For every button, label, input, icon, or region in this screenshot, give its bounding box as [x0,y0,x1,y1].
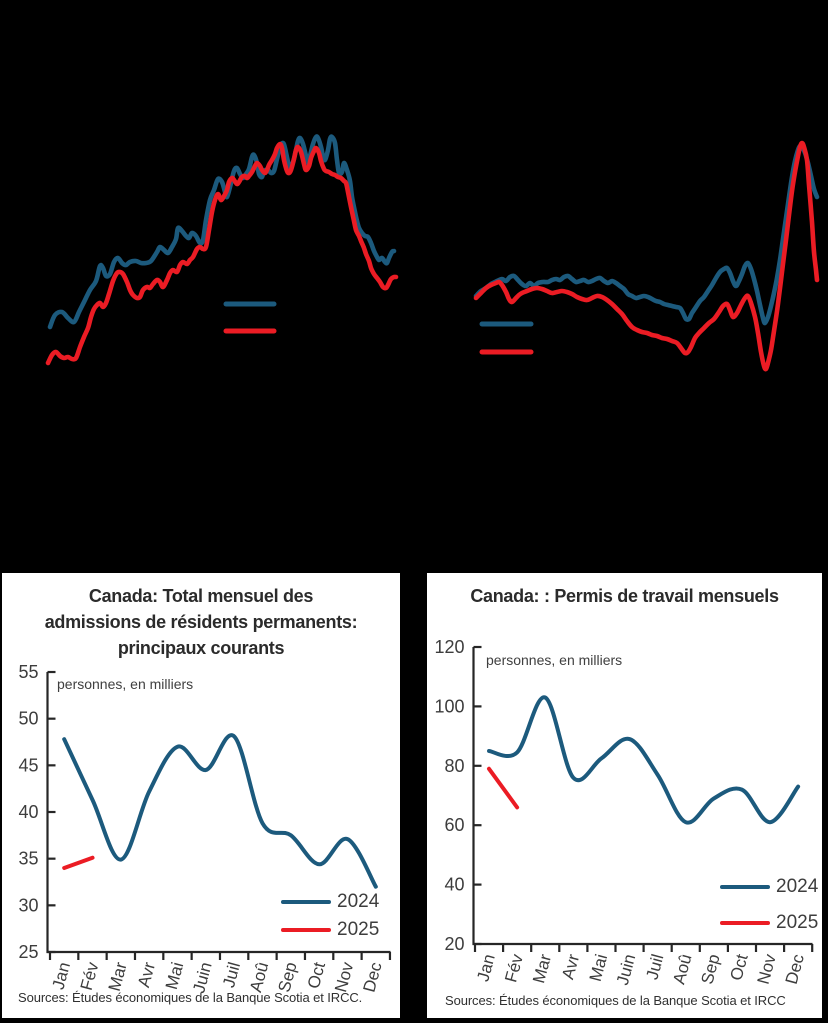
legend-swatch-2025 [720,921,770,925]
chart-title-line: Canada: Total mensuel des [88,586,314,606]
y-tick-label: 80 [444,756,464,776]
y-tick-label: 50 [18,709,38,729]
y-tick-label: 40 [444,875,464,895]
chart-title-line: admissions de résidents permanents: [44,612,358,632]
legend: 2024 2025 [720,869,818,941]
y-tick-label: 55 [18,662,38,682]
x-tick-label: Oct [304,960,329,991]
unit-label: personnes, en milliers [486,652,623,668]
x-tick-label: Jan [49,960,74,991]
x-tick-label: Sep [697,952,723,986]
legend-swatch-2025 [281,928,331,932]
x-tick-label: Juil [643,952,668,982]
y-tick-label: 60 [444,815,464,835]
top-right-chart [473,140,820,372]
source-note: Sources: Études économiques de la Banque… [445,993,786,1008]
y-tick-label: 35 [18,849,38,869]
x-tick-label: Mai [586,952,611,983]
top-left-chart [45,134,399,366]
legend-label-2024: 2024 [337,891,380,912]
legend-item-2024: 2024 [720,869,818,905]
x-tick-label: Dec [782,952,808,987]
legend-label-2024: 2024 [776,876,819,897]
legend-item-2024: 2024 [281,888,379,916]
x-tick-label: Dec [360,960,386,995]
y-tick-label: 120 [434,637,464,657]
x-tick-label: Avr [558,952,583,982]
legend-swatch-2024 [281,900,331,904]
x-tick-label: Nov [754,952,780,987]
chart-title: Canada: : Permis de travail mensuels [427,583,822,609]
series-2024-line [487,695,801,825]
y-tick-label: 20 [444,934,464,954]
x-tick-label: Avr [134,960,159,990]
y-tick-label: 40 [18,802,38,822]
series-2025-line [487,766,520,810]
legend-item-2025: 2025 [281,916,379,944]
chart-title-line: Canada: : Permis de travail mensuels [470,586,779,606]
x-tick-label: Fév [501,952,527,985]
x-tick-label: Aoû [669,952,695,986]
series-2024-line [62,733,378,889]
chart-title: Canada: Total mensuel des admissions de r… [2,583,400,661]
bottom-right-plot-canvas: 120 100 80 60 40 20 Jan Fév Mar Avr Mai Juin Juil Aoû… [434,637,814,987]
legend: 2024 2025 [281,888,379,944]
y-tick-label: 30 [18,895,38,915]
legend-item-2025: 2025 [720,905,818,941]
top-left-blue-series-line [47,134,397,330]
x-tick-label: Fév [77,960,103,993]
y-tick-label: 45 [18,755,38,775]
top-left-red-series-line [45,141,399,366]
top-charts-canvas [45,134,820,372]
series-2025-line [62,855,95,871]
x-tick-label: Mar [105,960,131,994]
y-tick-label: 100 [434,696,464,716]
legend-label-2025: 2025 [337,919,380,940]
top-right-blue-series-line [473,143,820,326]
x-tick-label: Juil [219,960,244,990]
bottom-left-chart-panel: 55 50 45 40 35 30 25 Jan Fév Mar Avr Mai Juin Juil Aoû… [2,573,400,1018]
source-note: Sources: Études économiques de la Banque… [18,990,363,1005]
legend-label-2025: 2025 [776,912,819,933]
legend-swatch-2024 [720,885,770,889]
y-tick-label: 25 [18,942,38,962]
chart-title-line: principaux courants [117,638,285,658]
top-right-red-series-line [473,140,820,372]
unit-label: personnes, en milliers [57,676,194,692]
x-tick-label: Mai [162,960,187,991]
x-tick-label: Mar [529,952,555,986]
x-tick-label: Juin [613,952,639,987]
bottom-right-chart-panel: 120 100 80 60 40 20 Jan Fév Mar Avr Mai Juin Juil Aoû… [427,573,822,1018]
x-tick-label: Oct [727,952,752,983]
x-tick-label: Jan [473,952,498,983]
